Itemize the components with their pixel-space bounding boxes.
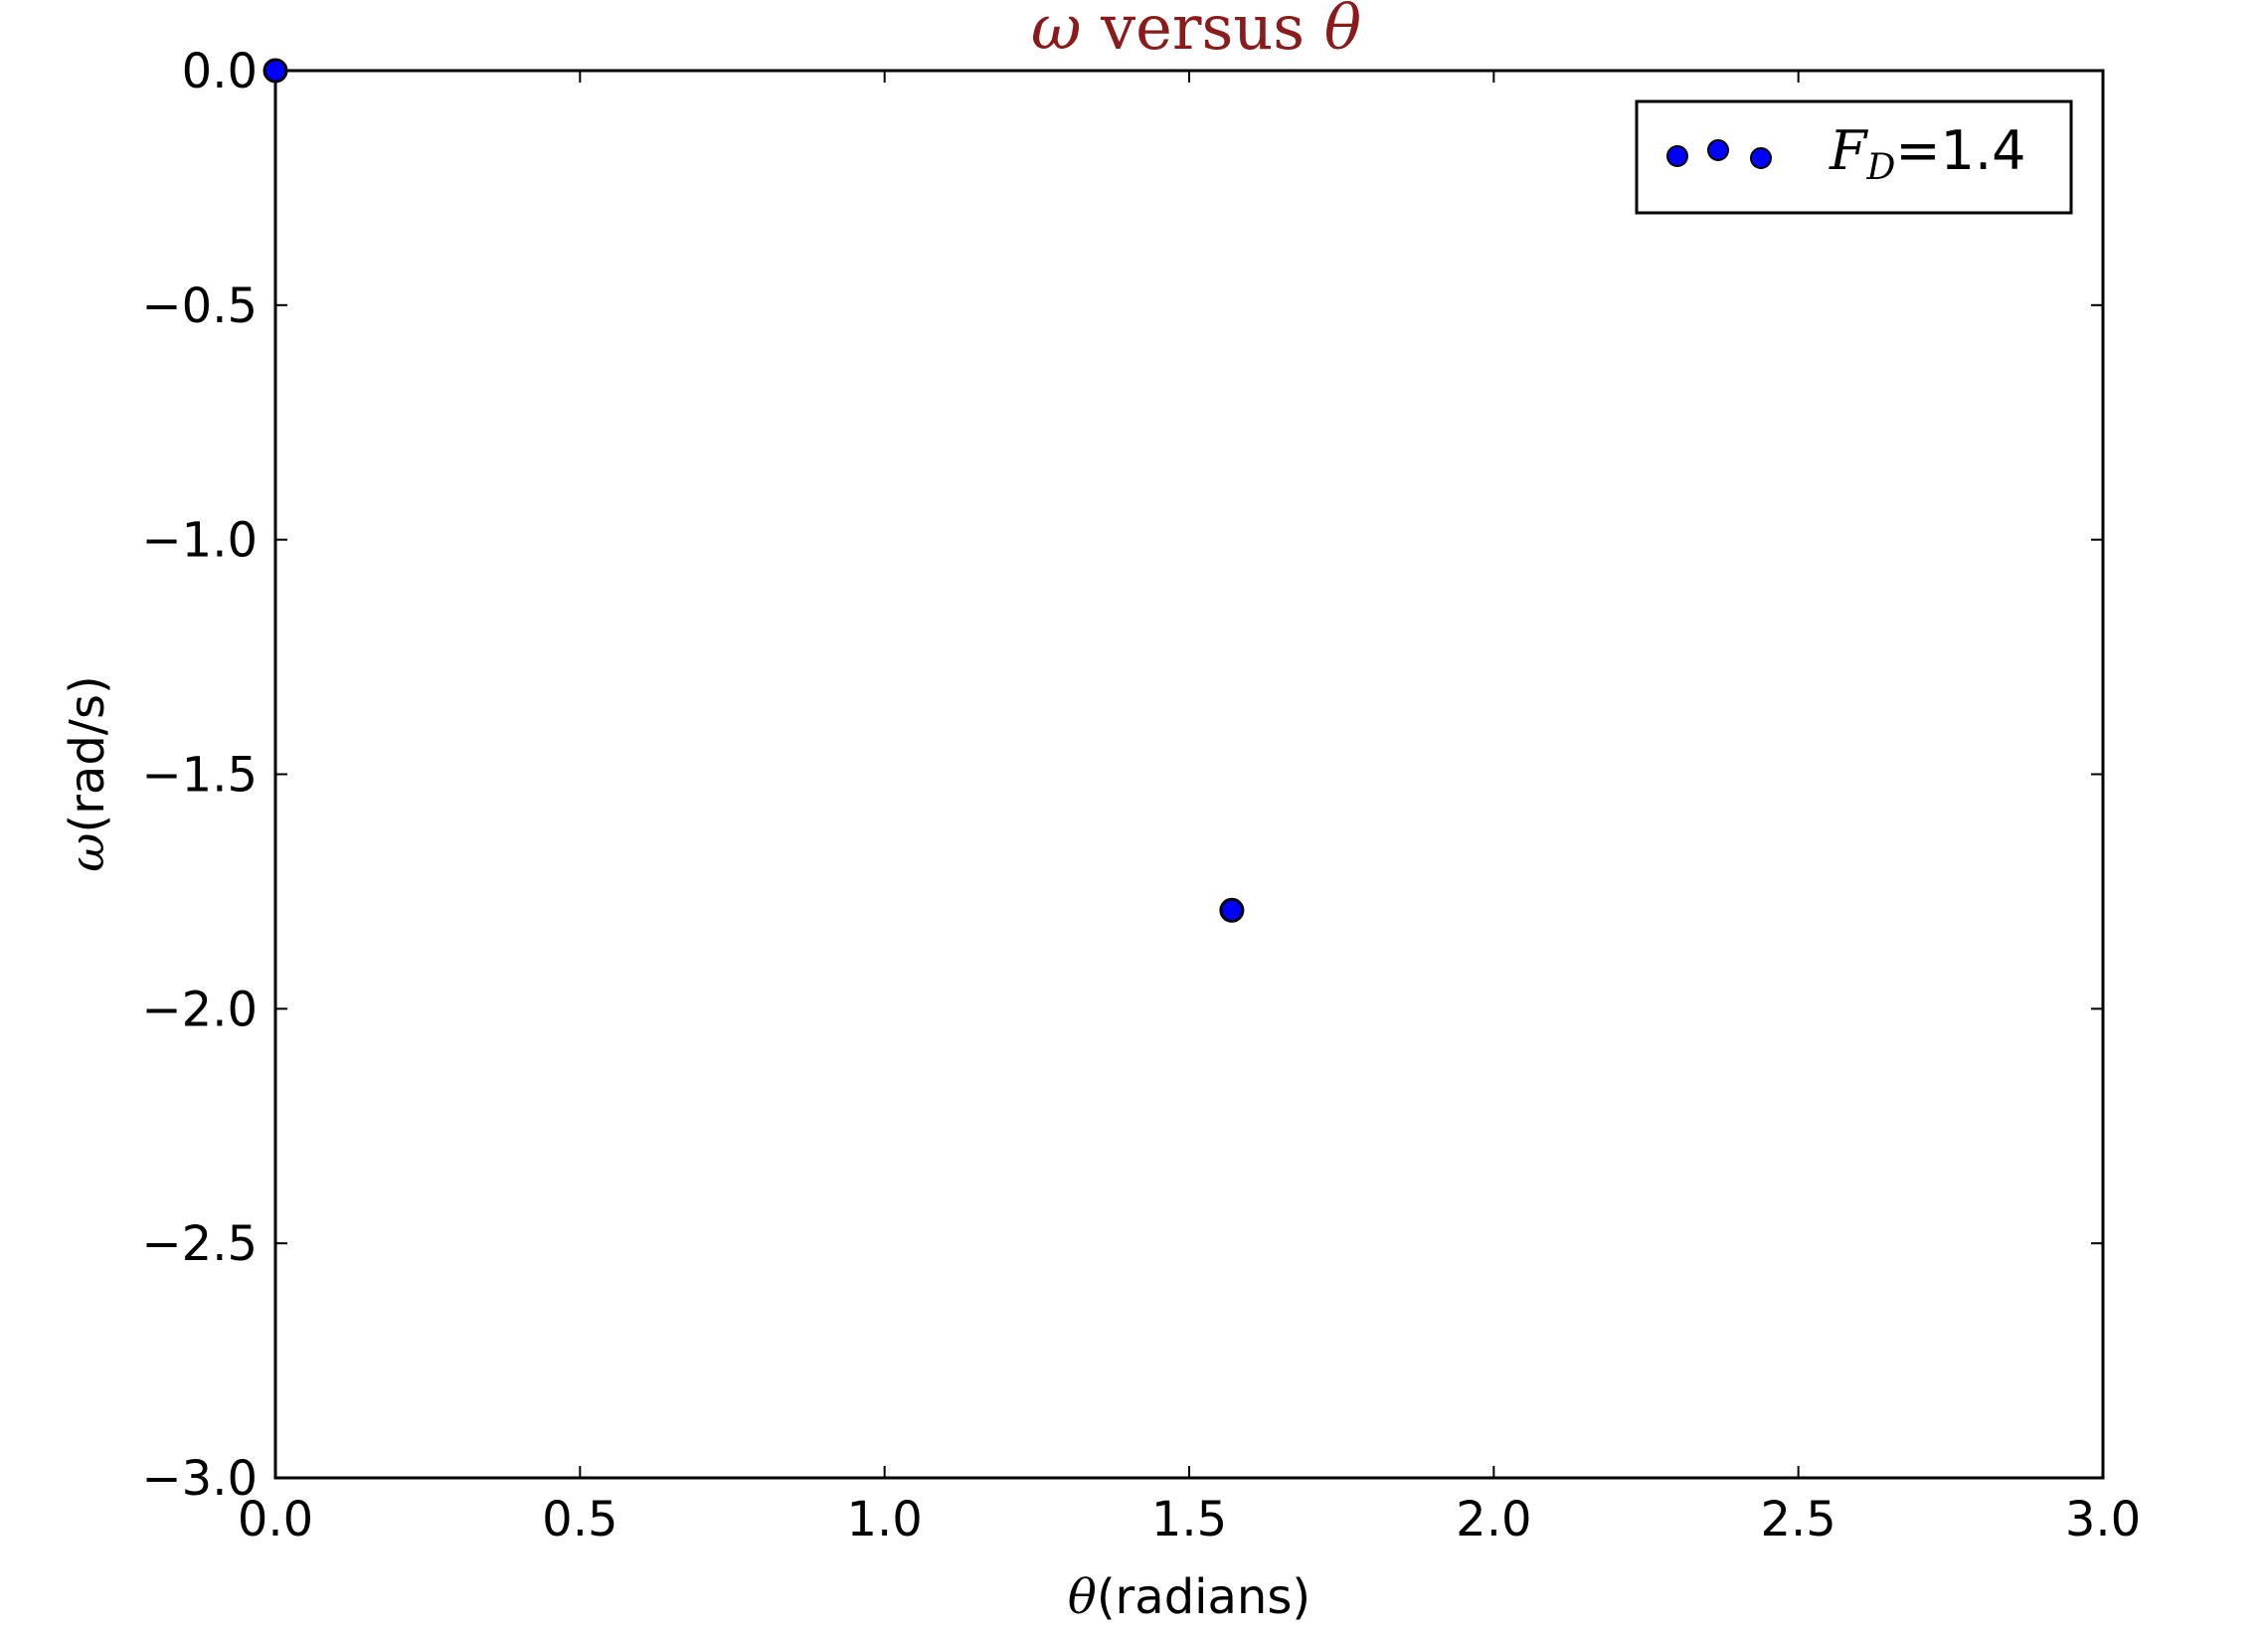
data-points <box>262 58 1245 923</box>
x-tick-label: 2.0 <box>1456 1492 1531 1547</box>
legend-label: FD=1.4 <box>1829 119 2025 188</box>
x-axis-label-text: (radians) <box>1097 1569 1310 1625</box>
legend-marker-2 <box>1707 139 1729 161</box>
x-tick-label: 0.0 <box>238 1492 313 1547</box>
title-theta: θ <box>1324 0 1361 64</box>
y-axis-label: ω(rad/s) <box>60 675 115 871</box>
legend-symbol: F <box>1829 119 1869 182</box>
x-tick-label: 2.5 <box>1760 1492 1835 1547</box>
chart-title: ω versus θ <box>1031 0 1361 64</box>
y-tick-label: −2.0 <box>141 982 258 1037</box>
x-tick-label: 1.5 <box>1151 1492 1227 1547</box>
title-omega: ω <box>1031 0 1082 64</box>
y-tick-label: −1.0 <box>141 513 258 569</box>
data-point <box>1219 897 1245 923</box>
y-tick-label: −1.5 <box>141 748 258 804</box>
title-text: versus <box>1081 0 1323 64</box>
legend: FD=1.4 <box>1635 99 2073 215</box>
x-tick-label: 3.0 <box>2065 1492 2141 1547</box>
y-axis-label-text: (rad/s) <box>60 675 115 832</box>
x-tick-label: 1.0 <box>846 1492 922 1547</box>
y-tick-label: 0.0 <box>182 44 258 99</box>
legend-marker-1 <box>1666 145 1688 167</box>
x-axis-label: θ(radians) <box>1068 1569 1310 1625</box>
legend-marker-3 <box>1750 147 1772 169</box>
plot-area: 0.0 0.5 1.0 1.5 2.0 2.5 3.0 0.0 −0.5 −1.0 −1.5 −2.… <box>141 44 2141 1547</box>
data-point <box>262 58 288 84</box>
y-axis-label-symbol: ω <box>60 833 115 872</box>
x-axis-ticks: 0.0 0.5 1.0 1.5 2.0 2.5 3.0 <box>238 71 2141 1547</box>
x-tick-label: 0.5 <box>542 1492 617 1547</box>
legend-frame <box>1635 99 2073 215</box>
y-tick-label: −3.0 <box>141 1451 258 1507</box>
x-axis-label-symbol: θ <box>1068 1569 1097 1625</box>
legend-value: =1.4 <box>1895 119 2025 182</box>
plot-frame <box>273 69 2105 1480</box>
legend-subscript: D <box>1865 147 1895 188</box>
y-tick-label: −0.5 <box>141 278 258 334</box>
y-tick-label: −2.5 <box>141 1216 258 1272</box>
y-axis-ticks: 0.0 −0.5 −1.0 −1.5 −2.0 −2.5 −3.0 <box>141 44 2103 1507</box>
